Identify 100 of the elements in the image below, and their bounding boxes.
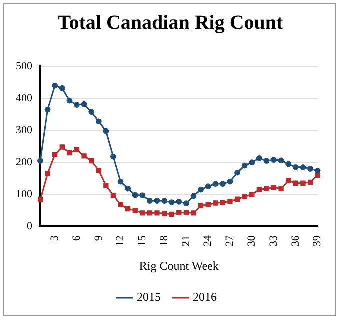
point bbox=[96, 168, 102, 174]
point bbox=[198, 203, 204, 208]
point bbox=[125, 206, 131, 212]
point bbox=[308, 166, 314, 172]
x-tick-label: 12 bbox=[114, 236, 127, 247]
x-tick-label: 6 bbox=[70, 235, 83, 242]
point bbox=[256, 155, 262, 162]
point bbox=[205, 184, 212, 190]
point bbox=[286, 161, 292, 168]
point bbox=[140, 210, 146, 216]
point bbox=[74, 102, 80, 108]
x-tick-label: 39 bbox=[312, 235, 324, 247]
x-tick-label: 33 bbox=[268, 235, 280, 247]
x-tick-label: 15 bbox=[136, 235, 149, 247]
point bbox=[184, 210, 190, 216]
x-tick-label: 18 bbox=[158, 235, 170, 247]
point bbox=[176, 199, 182, 205]
point bbox=[249, 160, 256, 166]
point bbox=[271, 157, 277, 163]
point bbox=[242, 194, 248, 200]
y-tick-label: 400 bbox=[16, 92, 33, 104]
point bbox=[278, 186, 284, 192]
x-tick-label: 3 bbox=[48, 235, 61, 242]
point bbox=[300, 164, 306, 170]
point bbox=[162, 211, 168, 216]
point bbox=[176, 210, 182, 216]
x-tick-label: 9 bbox=[92, 235, 105, 242]
point bbox=[154, 210, 160, 216]
point bbox=[293, 180, 298, 186]
point bbox=[96, 118, 102, 125]
point bbox=[234, 170, 240, 176]
point bbox=[264, 186, 270, 192]
point bbox=[44, 106, 51, 113]
point bbox=[220, 200, 226, 206]
point bbox=[110, 154, 116, 160]
point bbox=[82, 154, 87, 159]
point bbox=[118, 178, 124, 185]
point bbox=[103, 128, 110, 134]
point bbox=[212, 181, 219, 187]
point bbox=[88, 109, 95, 115]
point bbox=[198, 186, 204, 193]
point bbox=[67, 150, 72, 156]
point bbox=[81, 101, 88, 108]
y-tick-label: 200 bbox=[16, 156, 33, 168]
point bbox=[38, 197, 44, 203]
point bbox=[132, 192, 138, 198]
point bbox=[286, 178, 292, 184]
point bbox=[74, 147, 80, 152]
point bbox=[278, 158, 284, 164]
point bbox=[292, 164, 299, 170]
point bbox=[213, 200, 218, 206]
legend-label: 2015 bbox=[137, 290, 161, 304]
point bbox=[110, 192, 116, 198]
point bbox=[52, 152, 58, 158]
point bbox=[140, 192, 146, 199]
point bbox=[88, 158, 94, 164]
chart-title: Total Canadian Rig Count bbox=[56, 12, 284, 35]
point bbox=[147, 210, 153, 216]
legend-label: 2016 bbox=[193, 290, 217, 304]
point bbox=[125, 186, 132, 192]
point bbox=[242, 162, 248, 169]
point bbox=[38, 158, 44, 164]
y-tick-label: 0 bbox=[27, 220, 33, 232]
point bbox=[147, 198, 153, 204]
point bbox=[300, 180, 306, 186]
point bbox=[220, 181, 226, 187]
point bbox=[52, 82, 58, 89]
point bbox=[271, 184, 277, 190]
point bbox=[191, 210, 196, 216]
point bbox=[169, 212, 174, 218]
point bbox=[228, 199, 233, 204]
x-tick-label: 24 bbox=[202, 235, 214, 247]
x-tick-label: 30 bbox=[246, 235, 258, 247]
point bbox=[250, 192, 255, 198]
point bbox=[59, 85, 66, 92]
point bbox=[132, 208, 138, 214]
point bbox=[60, 144, 65, 150]
point bbox=[66, 98, 73, 104]
point bbox=[314, 168, 321, 174]
x-tick-label: 21 bbox=[180, 236, 192, 247]
x-tick-label: 36 bbox=[290, 235, 302, 247]
point bbox=[118, 202, 124, 208]
point bbox=[256, 187, 262, 192]
point bbox=[206, 202, 211, 208]
x-tick-label: 27 bbox=[224, 235, 236, 247]
y-tick-label: 300 bbox=[16, 124, 33, 136]
point bbox=[227, 178, 234, 185]
x-axis-title: Rig Count Week bbox=[139, 258, 219, 273]
point bbox=[264, 158, 270, 164]
point bbox=[184, 200, 190, 207]
point bbox=[45, 171, 50, 176]
point bbox=[168, 200, 175, 206]
point bbox=[234, 196, 240, 202]
y-tick-label: 100 bbox=[16, 188, 33, 200]
point bbox=[162, 198, 168, 204]
y-tick-label: 500 bbox=[16, 60, 33, 72]
point bbox=[308, 180, 314, 186]
point bbox=[190, 193, 197, 200]
point bbox=[104, 183, 109, 188]
point bbox=[154, 198, 160, 204]
